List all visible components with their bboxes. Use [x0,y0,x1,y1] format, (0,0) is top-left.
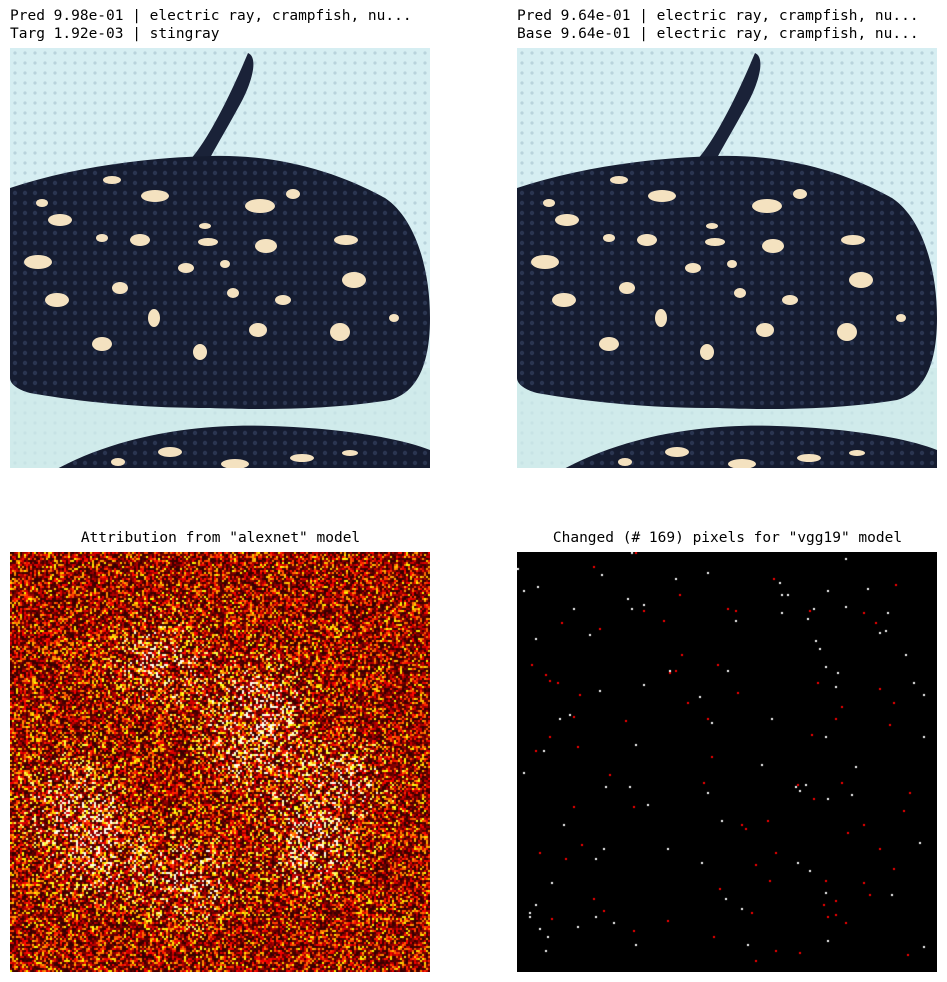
base-line: Base 9.64e-01 | electric ray, crampfish,… [517,26,919,42]
stingray-base-image [517,48,937,468]
ray-second-body [517,425,937,468]
panel-title-changed-pixels: Changed (# 169) pixels for "vgg19" model [552,530,903,546]
ray-body [517,155,937,410]
changed-pixels-map [517,552,937,972]
ray-body [10,155,430,410]
pred-line: Pred 9.64e-01 | electric ray, crampfish,… [517,8,919,24]
ray-tail [697,53,761,160]
pred-line: Pred 9.98e-01 | electric ray, crampfish,… [10,8,412,24]
attribution-heatmap [10,552,430,972]
panel-title-attribution: Attribution from "alexnet" model [80,530,361,546]
heatmap-canvas [10,552,430,972]
stingray-photo [517,48,937,468]
ray-spots [531,176,906,468]
changed-pixels-canvas [517,552,937,972]
stingray-photo [10,48,430,468]
panel-title-base: Pred 9.64e-01 | electric ray, crampfish,… [517,7,947,43]
ray-second-body [10,425,430,468]
panel-title-adversarial: Pred 9.98e-01 | electric ray, crampfish,… [10,7,440,43]
ray-spots [24,176,399,468]
stingray-adversarial-image [10,48,430,468]
ray-tail [190,53,254,160]
target-line: Targ 1.92e-03 | stingray [10,26,220,42]
